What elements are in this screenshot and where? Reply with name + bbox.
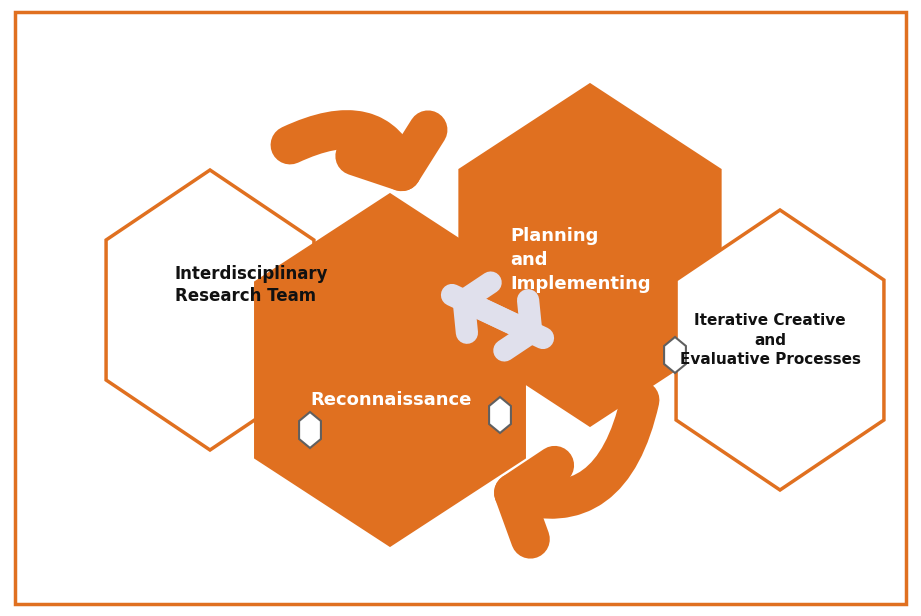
FancyArrowPatch shape <box>453 276 543 338</box>
Polygon shape <box>256 195 524 545</box>
Polygon shape <box>460 85 720 425</box>
FancyArrowPatch shape <box>452 295 542 357</box>
Polygon shape <box>489 397 511 433</box>
FancyArrowPatch shape <box>514 400 640 539</box>
FancyArrowPatch shape <box>463 283 543 338</box>
Text: Planning
and
Implementing: Planning and Implementing <box>510 227 650 293</box>
Polygon shape <box>676 210 884 490</box>
Polygon shape <box>664 337 686 373</box>
Text: Interdisciplinary
Research Team: Interdisciplinary Research Team <box>175 265 329 305</box>
FancyArrowPatch shape <box>290 129 428 172</box>
Text: Reconnaissance: Reconnaissance <box>310 391 472 409</box>
Polygon shape <box>106 170 314 450</box>
Text: Iterative Creative
and
Evaluative Processes: Iterative Creative and Evaluative Proces… <box>680 314 860 367</box>
Polygon shape <box>299 412 321 448</box>
FancyArrowPatch shape <box>452 295 531 351</box>
